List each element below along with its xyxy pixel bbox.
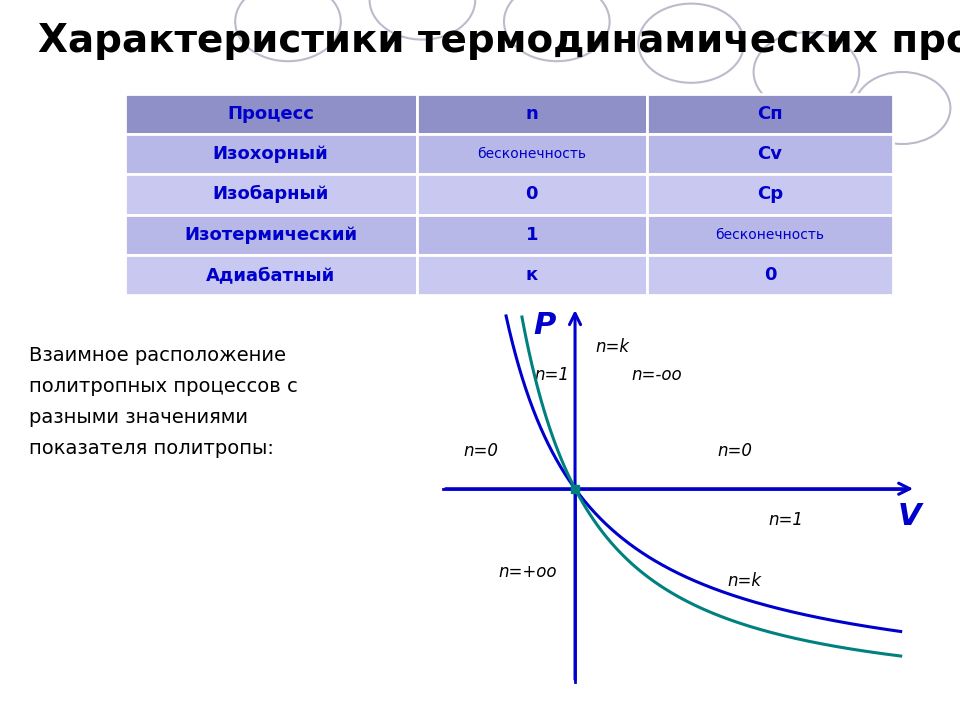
Text: 1: 1 [525,226,539,243]
Text: n=+oo: n=+oo [499,564,557,582]
Bar [125,94,417,134]
Text: Cv: Cv [757,145,782,163]
Text: Изотермический: Изотермический [184,226,357,243]
Text: V: V [898,503,921,531]
Bar [417,174,647,215]
Bar [647,215,893,255]
Text: к: к [526,266,538,284]
Text: Изохорный: Изохорный [213,145,328,163]
Text: Процесс: Процесс [228,104,314,122]
Bar [647,174,893,215]
Bar [125,134,417,174]
Text: n=1: n=1 [535,366,569,384]
Text: P: P [534,311,556,341]
Text: Cp: Cp [756,186,783,204]
Bar [417,94,647,134]
Bar [125,215,417,255]
Bar [647,94,893,134]
Text: бесконечность: бесконечность [477,147,587,161]
Text: 0: 0 [525,186,539,204]
Bar [647,255,893,295]
Text: Сп: Сп [757,104,782,122]
Bar [647,134,893,174]
Bar [125,255,417,295]
Text: n=k: n=k [595,338,630,356]
Text: n=1: n=1 [768,511,804,529]
Text: 0: 0 [763,266,777,284]
Text: n=0: n=0 [717,443,753,461]
Text: Адиабатный: Адиабатный [206,266,335,284]
Text: n: n [525,104,539,122]
Bar [417,255,647,295]
Bar [125,174,417,215]
Text: n=k: n=k [728,572,761,590]
Text: бесконечность: бесконечность [715,228,825,242]
Text: Характеристики термодинамических процессов: Характеристики термодинамических процесс… [38,22,960,60]
Text: Изобарный: Изобарный [212,185,329,204]
Text: Взаимное расположение
политропных процессов с
разными значениями
показателя поли: Взаимное расположение политропных процес… [29,346,298,458]
Text: n=-oo: n=-oo [631,366,682,384]
Bar [417,134,647,174]
Text: n=0: n=0 [463,443,498,461]
Bar [417,215,647,255]
